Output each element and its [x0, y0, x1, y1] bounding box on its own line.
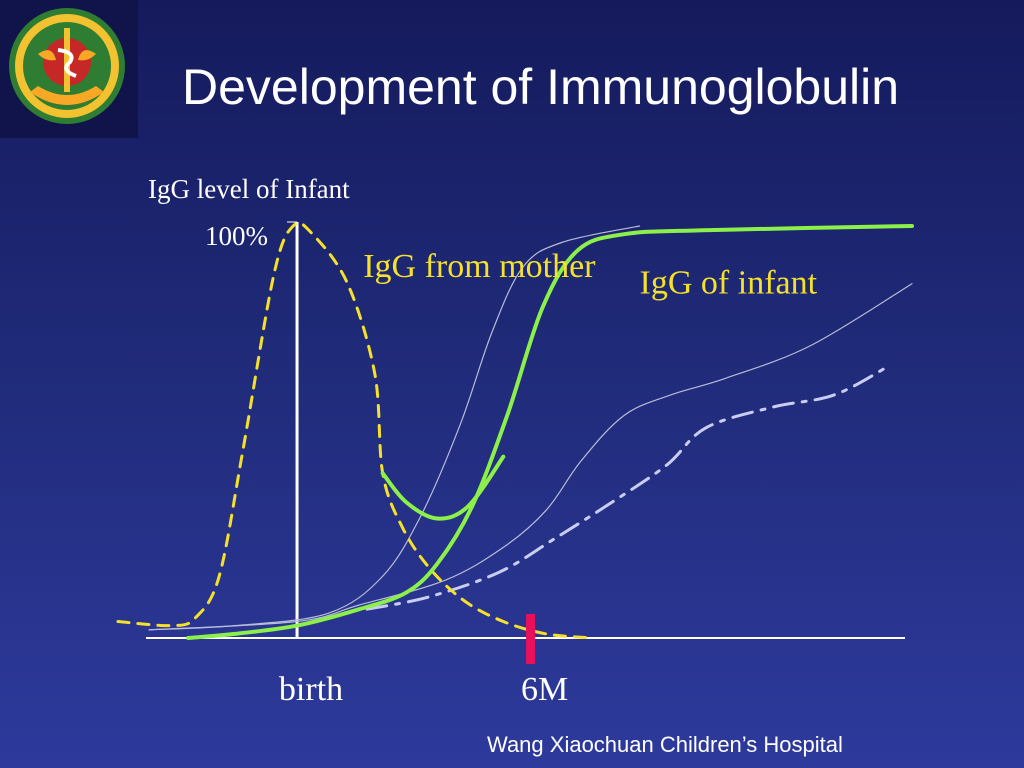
y-tick-label: 100%	[205, 221, 268, 251]
series-line-4	[148, 283, 913, 631]
series-line-1	[186, 224, 914, 640]
x-tick-label-birth: birth	[279, 671, 343, 708]
x-tick-label-6m: 6M	[521, 671, 568, 708]
series-line-3	[148, 225, 641, 631]
slide-title: Development of Immunoglobulin	[182, 59, 900, 115]
series-line-2	[380, 454, 506, 521]
hospital-emblem-icon	[9, 8, 125, 124]
label-igg-of-infant: IgG of infant	[640, 265, 818, 302]
series-line-0	[116, 221, 595, 640]
label-igg-from-mother: IgG from mother	[363, 248, 596, 285]
hospital-logo	[0, 0, 138, 138]
y-axis-label: IgG level of Infant	[148, 174, 350, 204]
footer-credit: Wang Xiaochuan Children’s Hospital	[487, 732, 843, 757]
series-line-5	[365, 364, 891, 611]
